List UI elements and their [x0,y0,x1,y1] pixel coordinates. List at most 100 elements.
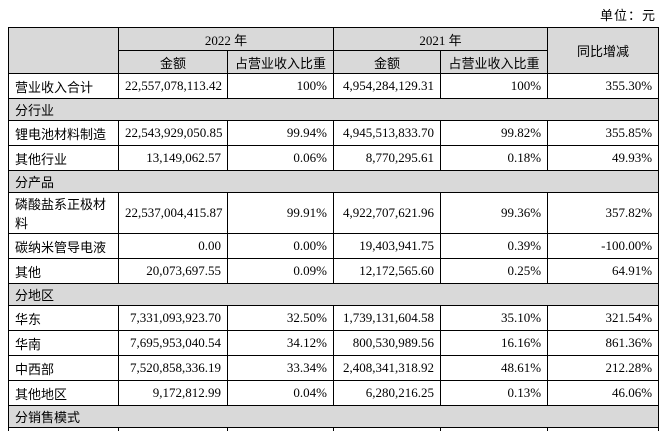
row-label: 碳纳米管导电液 [8,233,119,259]
table-row: 其他行业 13,149,062.57 0.06% 8,770,295.61 0.18% 4… [8,145,660,171]
amount-2022-cell: 22,557,078,113.42 [118,73,228,99]
yoy-cell: 46.06% [547,380,660,406]
amount-2022-cell: 7,331,093,923.70 [118,305,228,331]
ratio-2022-cell: 100.00% [226,427,335,431]
ratio-2021-cell: 0.25% [440,258,549,284]
header-year-2022: 2022 年 [117,27,335,51]
ratio-2021-cell: 100.00% [440,427,549,431]
ratio-2021-cell: 16.16% [440,330,549,356]
ratio-2021-cell: 48.61% [440,355,549,381]
ratio-2022-cell: 100% [226,73,335,99]
table-row: 其他地区 9,172,812.99 0.04% 6,280,216.25 0.13% 46… [8,380,660,406]
amount-2022-cell: 22,543,929,050.85 [118,120,228,146]
ratio-2022-cell: 32.50% [226,305,335,331]
section-row: 分产品 [7,170,660,193]
table-body: 营业收入合计 22,557,078,113.42 100% 4,954,284,129… [7,73,660,431]
header-year-2021: 2021 年 [333,27,549,51]
ratio-2021-cell: 100% [440,73,549,99]
row-label: 直接销售 [8,427,119,431]
amount-2022-cell: 20,073,697.55 [118,258,228,284]
ratio-2021-cell: 35.10% [440,305,549,331]
ratio-2021-cell: 0.18% [440,145,549,171]
header-amount-2022: 金额 [118,50,228,74]
table-row: 华南 7,695,953,040.54 34.12% 800,530,989.56 16… [8,330,660,356]
yoy-cell: 49.93% [547,145,660,171]
ratio-2022-cell: 0.09% [226,258,335,284]
ratio-2021-cell: 99.36% [440,192,549,234]
ratio-2022-cell: 0.04% [226,380,335,406]
header-ratio-2021: 占营业收入比重 [440,50,549,74]
section-row: 分地区 [7,283,660,306]
section-row: 分销售模式 [7,405,660,428]
ratio-2022-cell: 99.94% [226,120,335,146]
ratio-2022-cell: 34.12% [226,330,335,356]
table-header: 2022 年 2021 年 同比增减 金额 占营业收入比重 金额 占营业收入比重 [8,27,660,74]
amount-2022-cell: 22,557,078,113.42 [118,427,228,431]
yoy-cell: 212.28% [547,355,660,381]
unit-label: 单位：元 [599,8,656,23]
yoy-cell: 861.36% [547,330,660,356]
yoy-cell: 64.91% [547,258,660,284]
row-label: 华东 [8,305,119,331]
yoy-cell: 355.85% [547,120,660,146]
amount-2021-cell: 8,770,295.61 [333,145,442,171]
header-row-metrics: 金额 占营业收入比重 金额 占营业收入比重 [9,50,659,74]
row-label: 其他地区 [8,380,119,406]
amount-2022-cell: 7,520,858,336.19 [118,355,228,381]
amount-2022-cell: 7,695,953,040.54 [118,330,228,356]
table-row: 其他 20,073,697.55 0.09% 12,172,565.60 0.25% 64… [8,258,660,284]
ratio-2021-cell: 99.82% [440,120,549,146]
ratio-2021-cell: 0.39% [440,233,549,259]
section-label: 分行业 [7,98,660,121]
ratio-2022-cell: 99.91% [226,192,335,234]
row-label: 营业收入合计 [8,73,119,99]
amount-2022-cell: 9,172,812.99 [118,380,228,406]
ratio-2022-cell: 0.06% [226,145,335,171]
table-row: 锂电池材料制造 22,543,929,050.85 99.94% 4,945,513,… [8,120,660,146]
corner-cell [8,27,119,74]
amount-2022-cell: 22,537,004,415.87 [118,192,228,234]
amount-2021-cell: 12,172,565.60 [333,258,442,284]
yoy-cell: 355.30% [547,427,660,431]
table-row: 磷酸盐系正极材料 22,537,004,415.87 99.91% 4,922,707… [8,192,660,234]
yoy-cell: 321.54% [547,305,660,331]
row-label: 磷酸盐系正极材料 [8,192,119,234]
table-row: 碳纳米管导电液 0.00 0.00% 19,403,941.75 0.39% -100.0… [8,233,660,259]
amount-2022-cell: 13,149,062.57 [118,145,228,171]
row-label: 中西部 [8,355,119,381]
amount-2022-cell: 0.00 [118,233,228,259]
amount-2021-cell: 4,954,284,129.31 [333,73,442,99]
ratio-2021-cell: 0.13% [440,380,549,406]
amount-2021-cell: 800,530,989.56 [333,330,442,356]
amount-2021-cell: 4,945,513,833.70 [333,120,442,146]
header-amount-2021: 金额 [333,50,442,74]
section-row: 分行业 [7,98,660,121]
amount-2021-cell: 6,280,216.25 [333,380,442,406]
revenue-breakdown-table: 2022 年 2021 年 同比增减 金额 占营业收入比重 金额 占营业收入比重… [7,27,660,431]
table-row: 华东 7,331,093,923.70 32.50% 1,739,131,604.58… [8,305,660,331]
yoy-cell: 357.82% [547,192,660,234]
section-label: 分地区 [7,283,660,306]
ratio-2022-cell: 0.00% [226,233,335,259]
section-label: 分产品 [7,170,660,193]
table-row: 中西部 7,520,858,336.19 33.34% 2,408,341,318.9… [8,355,660,381]
amount-2021-cell: 2,408,341,318.92 [333,355,442,381]
row-label: 华南 [8,330,119,356]
amount-2021-cell: 4,954,284,129.31 [333,427,442,431]
amount-2021-cell: 4,922,707,621.96 [333,192,442,234]
header-row-years: 2022 年 2021 年 同比增减 [8,27,660,74]
header-ratio-2022: 占营业收入比重 [226,50,335,74]
amount-2021-cell: 1,739,131,604.58 [333,305,442,331]
section-label: 分销售模式 [7,405,660,428]
table-row: 营业收入合计 22,557,078,113.42 100% 4,954,284,129… [8,73,660,99]
yoy-cell: 355.30% [547,73,660,99]
row-label: 其他行业 [8,145,119,171]
header-yoy: 同比增减 [547,27,660,74]
ratio-2022-cell: 33.34% [226,355,335,381]
row-label: 其他 [8,258,119,284]
row-label: 锂电池材料制造 [8,120,119,146]
yoy-cell: -100.00% [547,233,660,259]
amount-2021-cell: 19,403,941.75 [333,233,442,259]
table-row: 直接销售22,557,078,113.42100.00%4,954,284,12… [8,427,660,431]
